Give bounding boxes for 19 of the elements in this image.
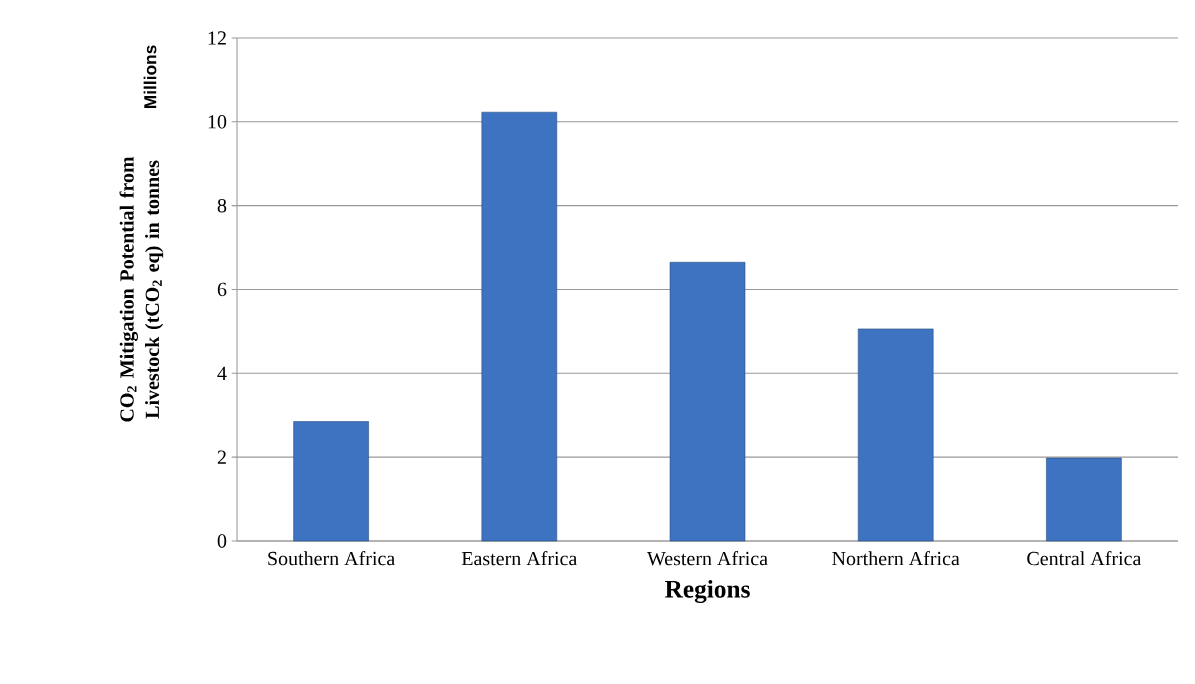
x-tick-label: Central Africa: [1027, 551, 1142, 566]
y-tick-label: 2: [217, 450, 226, 464]
bar: [857, 328, 934, 542]
bar: [481, 111, 558, 542]
bar: [1046, 457, 1122, 542]
bar: [293, 421, 369, 542]
y-tick-label: 6: [217, 282, 227, 297]
x-tick-label: Western Africa: [646, 551, 768, 566]
y-tick-label: 12: [208, 31, 226, 45]
y-tick-label: 8: [217, 198, 227, 213]
x-tick-label: Southern Africa: [268, 551, 395, 566]
x-tick-label: Northern Africa: [832, 551, 960, 566]
bar: [669, 261, 746, 542]
y-tick-label: 4: [217, 366, 227, 380]
x-axis-title: Regions: [665, 579, 750, 604]
x-tick-label: Eastern Africa: [461, 551, 578, 566]
y-tick-label: 0: [217, 534, 227, 548]
text: Millions: [143, 45, 157, 109]
y-tick-label: 10: [208, 115, 227, 129]
